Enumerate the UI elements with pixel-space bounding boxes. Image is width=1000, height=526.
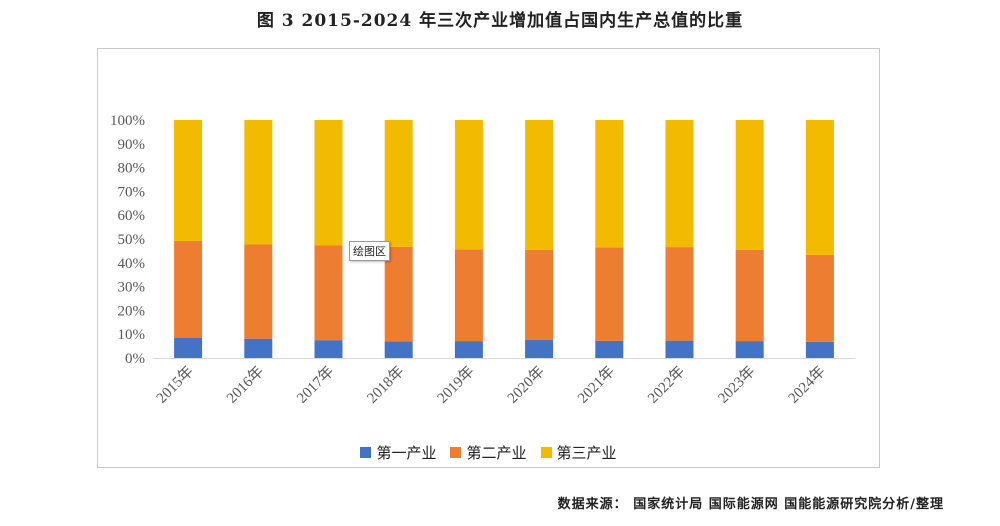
y-tick-label: 70% xyxy=(118,184,146,200)
y-tick-label: 30% xyxy=(118,280,146,296)
bar-segment xyxy=(244,120,273,245)
bar-segment xyxy=(244,338,273,358)
y-tick-label: 0% xyxy=(125,351,145,367)
bar-segment xyxy=(735,120,764,250)
bar-segment xyxy=(665,247,694,341)
y-tick-label: 10% xyxy=(118,327,146,343)
x-tick-label: 2022年 xyxy=(644,363,688,407)
bar-segment xyxy=(384,120,413,247)
legend-item-secondary[interactable]: 第二产业 xyxy=(450,442,527,463)
bar-segment xyxy=(665,120,694,248)
x-tick-label: 2015年 xyxy=(153,363,197,407)
bar-segment xyxy=(595,247,624,341)
legend-swatch-primary xyxy=(360,446,372,458)
chart-title: 图 3 2015-2024 年三次产业增加值占国内生产总值的比重 xyxy=(256,11,744,31)
y-tick-label: 100% xyxy=(110,113,145,129)
bar-segment xyxy=(174,240,203,339)
bar-segment xyxy=(525,120,554,250)
bar-segment xyxy=(314,245,343,341)
y-tick-label: 90% xyxy=(118,137,146,153)
x-tick-label: 2020年 xyxy=(504,363,548,407)
bar-segment xyxy=(384,246,413,342)
x-tick-label: 2021年 xyxy=(574,363,618,407)
bar-segment xyxy=(525,339,554,358)
bar-segment xyxy=(735,341,764,358)
plot-area-tooltip: 绘图区 xyxy=(349,241,390,261)
y-tick-label: 20% xyxy=(118,303,146,319)
legend-label-primary: 第一产业 xyxy=(376,443,437,462)
y-tick-label: 60% xyxy=(118,208,146,224)
legend: 第一产业 第二产业 第三产业 xyxy=(97,440,880,464)
bar-segment xyxy=(174,120,203,241)
bar-segment xyxy=(314,340,343,358)
x-tick-label: 2017年 xyxy=(293,363,337,407)
legend-item-tertiary[interactable]: 第三产业 xyxy=(540,442,617,463)
x-tick-label: 2016年 xyxy=(223,363,267,407)
legend-swatch-secondary xyxy=(450,446,462,458)
y-tick-label: 40% xyxy=(118,256,146,272)
legend-swatch-tertiary xyxy=(540,446,552,458)
bar-segment xyxy=(525,249,554,340)
legend-item-primary[interactable]: 第一产业 xyxy=(360,442,436,463)
bar-segment xyxy=(595,340,624,358)
bar-segment xyxy=(805,254,834,342)
bar-segment xyxy=(384,341,413,358)
bar-segment xyxy=(735,249,764,342)
bar-segment xyxy=(244,244,273,339)
data-source-note: 数据来源： 国家统计局 国际能源网 国能能源研究院分析/整理 xyxy=(557,497,944,512)
bar-segment xyxy=(314,120,343,246)
legend-label-secondary: 第二产业 xyxy=(466,443,527,462)
bar-segment xyxy=(454,341,483,358)
bar-segment xyxy=(454,120,483,250)
x-tick-label: 2023年 xyxy=(715,363,759,407)
bar-segment xyxy=(174,338,203,358)
legend-label-tertiary: 第三产业 xyxy=(556,443,617,462)
x-tick-label: 2024年 xyxy=(785,363,829,407)
bar-segment xyxy=(805,341,834,358)
x-tick-label: 2019年 xyxy=(434,363,478,407)
bar-segment xyxy=(595,120,624,248)
x-tick-label: 2018年 xyxy=(364,363,408,407)
bar-segment xyxy=(665,340,694,358)
bar-segment xyxy=(805,120,834,255)
y-tick-label: 50% xyxy=(118,232,146,248)
y-tick-label: 80% xyxy=(118,161,146,177)
bar-segment xyxy=(454,249,483,342)
